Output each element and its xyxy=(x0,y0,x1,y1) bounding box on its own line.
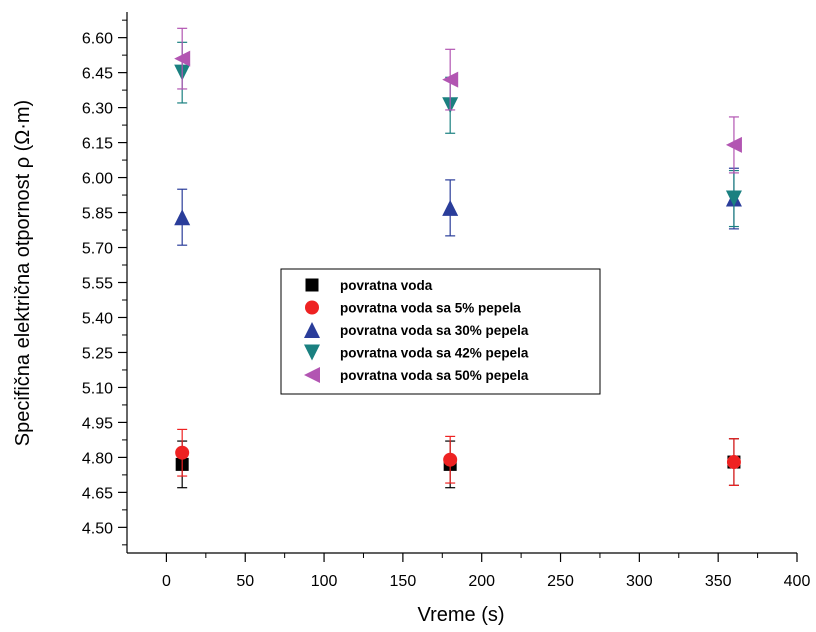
legend-box xyxy=(280,268,601,395)
series-1 xyxy=(175,438,741,489)
x-axis-title: Vreme (s) xyxy=(417,604,504,626)
y-tick-label: 5.85 xyxy=(82,206,113,223)
x-tick-label: 400 xyxy=(784,573,811,590)
data-point xyxy=(174,50,191,67)
data-point xyxy=(175,445,190,460)
y-tick-label: 6.60 xyxy=(82,31,113,48)
y-tick-label: 4.50 xyxy=(82,520,113,537)
y-tick-label: 5.10 xyxy=(82,380,113,397)
data-point xyxy=(443,452,458,467)
data-point xyxy=(726,455,741,470)
series-4 xyxy=(174,41,742,228)
y-tick-label: 5.70 xyxy=(82,241,113,258)
y-axis-ticks: 4.50 4.65 4.80 4.95 5.10 5.25 5.40 5.55 5.70 5.85… xyxy=(82,19,127,546)
x-tick-label: 350 xyxy=(705,573,732,590)
y-tick-label: 5.25 xyxy=(82,345,113,362)
data-point xyxy=(725,136,742,153)
y-tick-label: 6.45 xyxy=(82,66,113,83)
legend-label: povratna voda sa 5% pepela xyxy=(340,301,521,316)
series-2 xyxy=(175,428,741,486)
x-tick-label: 300 xyxy=(626,573,653,590)
y-tick-label: 6.30 xyxy=(82,101,113,118)
y-tick-label: 4.95 xyxy=(82,415,113,432)
data-series xyxy=(174,27,742,489)
legend-label: povratna voda sa 30% pepela xyxy=(340,323,529,338)
x-tick-label: 100 xyxy=(311,573,338,590)
x-tick-label: 0 xyxy=(162,573,171,590)
x-tick-label: 250 xyxy=(547,573,574,590)
legend: povratna voda povratna voda sa 5% pepela p… xyxy=(280,268,601,395)
legend-marker xyxy=(305,278,319,292)
y-tick-label: 4.80 xyxy=(82,450,113,467)
legend-label: povratna voda xyxy=(340,278,433,293)
y-tick-label: 6.00 xyxy=(82,171,113,188)
x-axis-ticks: 0 50 100 150 200 250 300 350 400 xyxy=(162,553,810,590)
data-point xyxy=(442,199,459,216)
legend-marker xyxy=(304,322,320,338)
legend-marker xyxy=(304,367,320,383)
y-tick-label: 6.15 xyxy=(82,136,113,153)
legend-label: povratna voda sa 50% pepela xyxy=(340,368,529,383)
legend-marker xyxy=(305,300,319,315)
data-point xyxy=(725,190,742,207)
data-point xyxy=(174,209,191,226)
series-3 xyxy=(174,167,742,246)
y-tick-label: 4.65 xyxy=(82,485,113,502)
data-point xyxy=(442,71,459,88)
legend-label: povratna voda sa 42% pepela xyxy=(340,346,529,361)
x-tick-label: 150 xyxy=(390,573,417,590)
y-tick-label: 5.40 xyxy=(82,310,113,327)
series-5 xyxy=(174,27,742,174)
y-axis-title: Specifična električna otpornost ρ (Ω·m) xyxy=(12,100,34,446)
x-tick-label: 200 xyxy=(468,573,495,590)
x-tick-label: 50 xyxy=(236,573,254,590)
y-tick-label: 5.55 xyxy=(82,276,113,293)
legend-marker xyxy=(304,344,320,361)
